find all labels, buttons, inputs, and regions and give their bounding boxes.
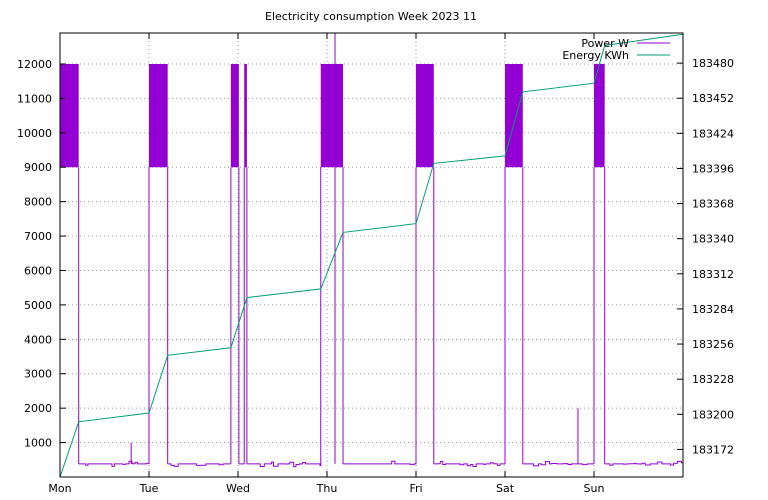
ytick-label-left: 6000	[24, 264, 52, 277]
power-heating-block	[60, 63, 79, 168]
xtick-label: Mon	[48, 482, 71, 495]
power-baseline	[78, 460, 150, 467]
power-baseline	[433, 460, 505, 467]
ytick-label-left: 2000	[24, 402, 52, 415]
ytick-label-right: 183452	[692, 92, 734, 105]
energy-series	[59, 33, 684, 478]
ytick-label-right: 183480	[692, 57, 734, 70]
power-heating-block	[416, 63, 434, 168]
ytick-label-left: 5000	[24, 299, 52, 312]
power-baseline	[604, 460, 684, 466]
xtick-label: Tue	[139, 482, 159, 495]
legend-label-energy: Energy KWh	[562, 49, 629, 62]
ytick-label-right: 183200	[692, 408, 734, 421]
xtick-label: Sat	[496, 482, 515, 495]
ytick-label-left: 12000	[17, 58, 52, 71]
ytick-label-right: 183228	[692, 373, 734, 386]
ytick-label-left: 3000	[24, 368, 52, 381]
power-heating-block	[230, 63, 239, 168]
ytick-label-right: 183312	[692, 268, 734, 281]
ytick-label-right: 183396	[692, 162, 734, 175]
power-series	[59, 33, 684, 468]
power-heating-block	[320, 63, 344, 168]
xtick-label: Fri	[409, 482, 422, 495]
ytick-label-left: 11000	[17, 92, 52, 105]
ytick-label-right: 183340	[692, 233, 734, 246]
legend: Power W Energy KWh	[562, 37, 670, 62]
ytick-label-left: 9000	[24, 161, 52, 174]
plot-frame	[59, 32, 684, 478]
xtick-label: Sun	[584, 482, 605, 495]
ytick-label-right: 183256	[692, 338, 734, 351]
xtick-label: Thu	[316, 482, 338, 495]
power-baseline	[167, 463, 231, 467]
ytick-label-left: 10000	[17, 127, 52, 140]
legend-label-power: Power W	[581, 37, 629, 50]
ytick-label-left: 7000	[24, 230, 52, 243]
power-baseline	[246, 461, 322, 468]
power-heating-block	[505, 63, 523, 168]
chart-title: Electricity consumption Week 2023 11	[265, 10, 477, 23]
ytick-label-left: 1000	[24, 437, 52, 450]
xtick-label: Wed	[226, 482, 250, 495]
power-baseline	[343, 460, 417, 466]
power-heating-block	[244, 63, 247, 168]
ytick-label-right: 183284	[692, 303, 734, 316]
ytick-label-right: 183172	[692, 443, 734, 456]
power-baseline	[522, 461, 594, 467]
power-heating-block	[149, 63, 168, 168]
energy-line	[59, 33, 684, 478]
power-heating-block	[594, 63, 605, 168]
ytick-label-right: 183368	[692, 198, 734, 211]
ytick-label-left: 4000	[24, 333, 52, 346]
ytick-label-right: 183424	[692, 127, 734, 140]
axes: 1000 2000 3000 4000 5000 6000 7000 8000 9000 1000…	[17, 32, 734, 495]
ytick-label-left: 8000	[24, 196, 52, 209]
